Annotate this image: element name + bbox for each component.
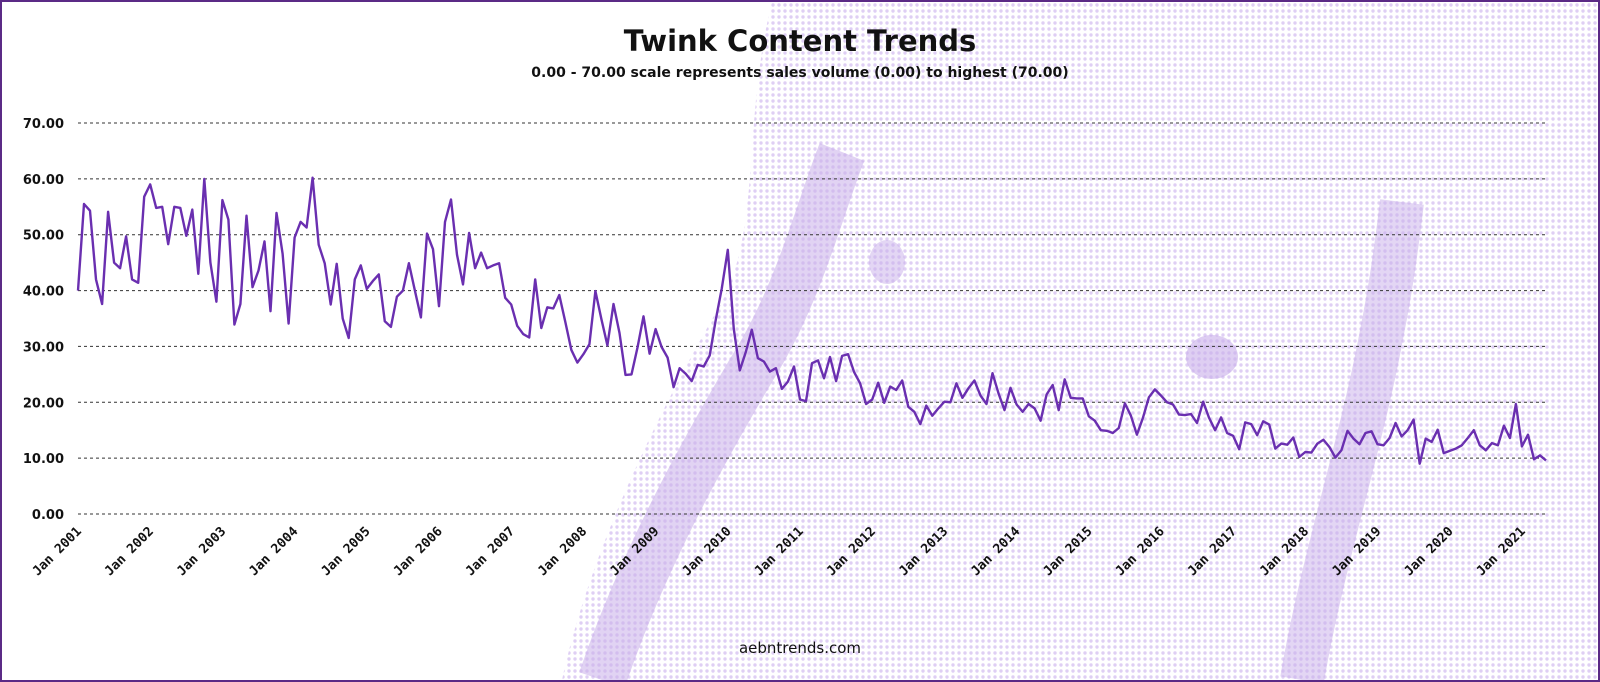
x-tick-label: Jan 2009	[608, 524, 663, 579]
x-tick-label: Jan 2021	[1474, 524, 1529, 579]
x-tick-label: Jan 2019	[1329, 524, 1384, 579]
y-tick-label: 40.00	[23, 285, 64, 300]
grid-lines	[78, 122, 1546, 515]
y-tick-label: 70.00	[23, 117, 64, 132]
x-tick-label: Jan 2010	[680, 524, 735, 579]
x-tick-label: Jan 2001	[30, 524, 85, 579]
x-tick-label: Jan 2014	[968, 524, 1023, 579]
y-tick-labels: 0.00 10.00 20.00 30.00 40.00 50.00 60.00 70.00	[23, 117, 64, 523]
x-tick-labels: Jan 2001 Jan 2002 Jan 2003 Jan 2004 Jan 2005…	[30, 524, 1529, 579]
x-tick-label: Jan 2012	[824, 524, 879, 579]
x-tick-label: Jan 2008	[535, 524, 590, 579]
x-tick-label: Jan 2002	[102, 524, 157, 579]
y-tick-label: 10.00	[23, 452, 64, 467]
chart-subtitle: 0.00 - 70.00 scale represents sales volu…	[531, 65, 1069, 81]
chart-title: Twink Content Trends	[623, 24, 977, 58]
y-tick-label: 30.00	[23, 340, 64, 355]
x-tick-label: Jan 2007	[463, 524, 518, 579]
y-tick-label: 20.00	[23, 396, 64, 411]
y-tick-label: 60.00	[23, 173, 64, 188]
source-label: aebntrends.com	[738, 639, 862, 657]
x-tick-label: Jan 2020	[1402, 524, 1457, 579]
series-line	[76, 176, 1547, 465]
x-tick-label: Jan 2013	[896, 524, 951, 579]
x-tick-label: Jan 2018	[1257, 524, 1312, 579]
x-tick-label: Jan 2015	[1041, 524, 1096, 579]
x-tick-label: Jan 2005	[319, 524, 374, 579]
x-tick-label: Jan 2003	[174, 524, 229, 579]
x-tick-label: Jan 2017	[1185, 524, 1240, 579]
x-tick-label: Jan 2006	[391, 524, 446, 579]
x-tick-label: Jan 2004	[247, 524, 302, 579]
y-tick-label: 50.00	[23, 229, 64, 244]
x-tick-label: Jan 2016	[1113, 524, 1168, 579]
x-tick-label: Jan 2011	[752, 524, 807, 579]
y-tick-label: 0.00	[32, 508, 64, 523]
